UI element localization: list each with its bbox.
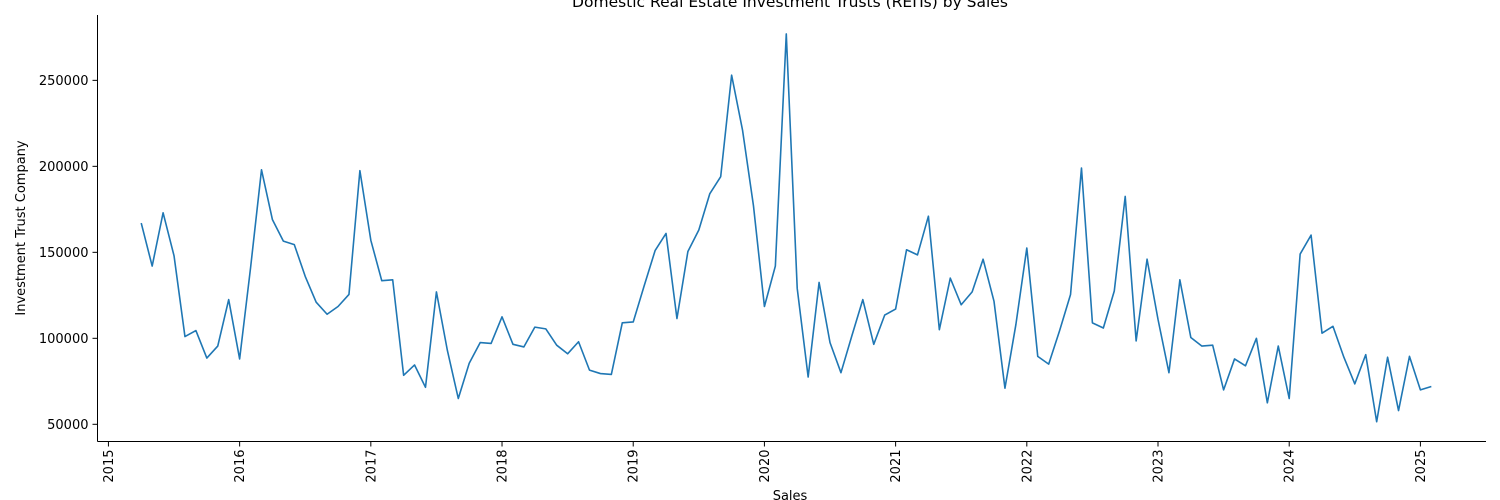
x-tick-label: 2015 xyxy=(102,450,117,483)
x-tick-label: 2018 xyxy=(496,450,511,483)
y-tick-label: 200000 xyxy=(39,160,89,175)
series-line xyxy=(140,33,1432,423)
x-tick-label: 2017 xyxy=(364,450,379,483)
y-tick-label: 250000 xyxy=(39,74,89,89)
x-tick-label: 2021 xyxy=(889,450,904,483)
x-ticks: 2015 2016 2017 2018 2019 2020 2021 2022 2023 2024… xyxy=(102,441,1429,483)
x-tick-label: 2024 xyxy=(1283,450,1298,483)
x-tick-label: 2023 xyxy=(1152,450,1167,483)
chart-title: Domestic Real Estate Investment Trusts (… xyxy=(572,0,1008,11)
y-tick-label: 50000 xyxy=(47,418,88,433)
y-tick-label: 150000 xyxy=(39,246,89,261)
x-tick-label: 2025 xyxy=(1414,450,1429,483)
x-axis-title: Sales xyxy=(773,489,808,500)
x-tick-label: 2019 xyxy=(627,450,642,483)
y-ticks: 50000 100000 150000 200000 250000 xyxy=(39,74,98,433)
x-tick-label: 2022 xyxy=(1020,450,1035,483)
x-tick-label: 2016 xyxy=(233,450,248,483)
y-tick-label: 100000 xyxy=(39,332,89,347)
y-axis-title: Investment Trust Company xyxy=(14,140,29,316)
x-tick-label: 2020 xyxy=(758,450,773,483)
